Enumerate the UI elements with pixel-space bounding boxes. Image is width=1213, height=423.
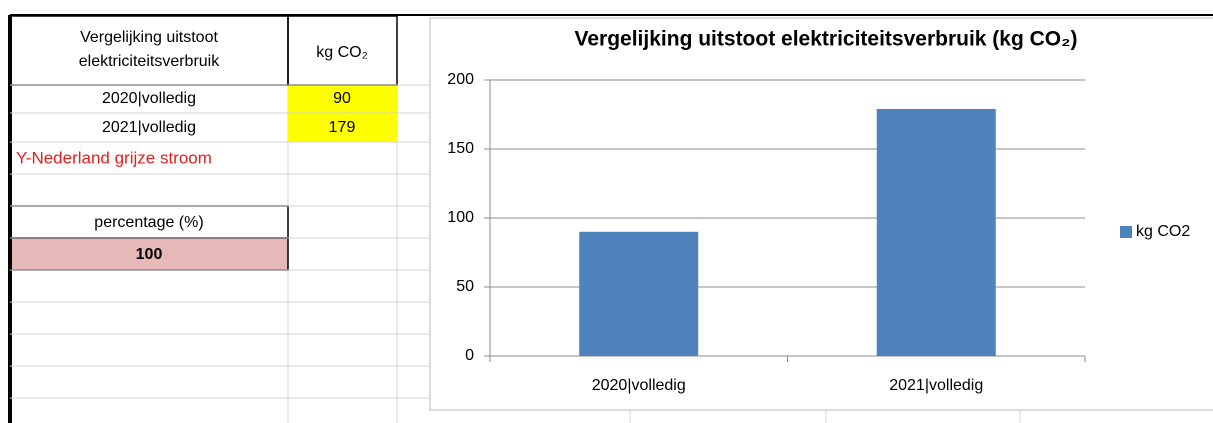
row-label: 2020|volledig <box>102 90 196 107</box>
y-tick-label: 50 <box>456 278 474 295</box>
header-text: Vergelijking uitstoot elektriciteitsverb… <box>78 29 220 70</box>
bar <box>876 108 996 356</box>
y-tick-label: 0 <box>465 347 474 364</box>
y-tick-label: 100 <box>447 209 474 226</box>
y-tick-label: 200 <box>447 71 474 88</box>
note: Y-Nederland grijze stroom <box>16 148 212 167</box>
cell-highlight <box>288 113 397 142</box>
percentage-value: 100 <box>136 246 163 263</box>
chart-area <box>429 17 1213 411</box>
row-value: 179 <box>329 119 356 136</box>
percentage-cell <box>9 237 289 271</box>
header-text-box: Vergelijking uitstoot elektriciteitsverb… <box>78 29 220 70</box>
x-tick-label: 2020|volledig <box>592 377 686 394</box>
row-value: 90 <box>333 90 351 107</box>
header-text: kg CO₂ <box>316 44 368 61</box>
bar <box>579 231 699 356</box>
y-tick-label: 150 <box>447 140 474 157</box>
row-label: 2021|volledig <box>102 119 196 136</box>
cell-highlight <box>288 85 397 113</box>
x-tick-label: 2021|volledig <box>889 377 983 394</box>
percentage-label: percentage (%) <box>94 214 203 231</box>
chart-title: Vergelijking uitstoot elektriciteitsverb… <box>575 28 1078 51</box>
legend-label: kg CO2 <box>1136 223 1190 240</box>
legend-swatch <box>1120 226 1132 238</box>
